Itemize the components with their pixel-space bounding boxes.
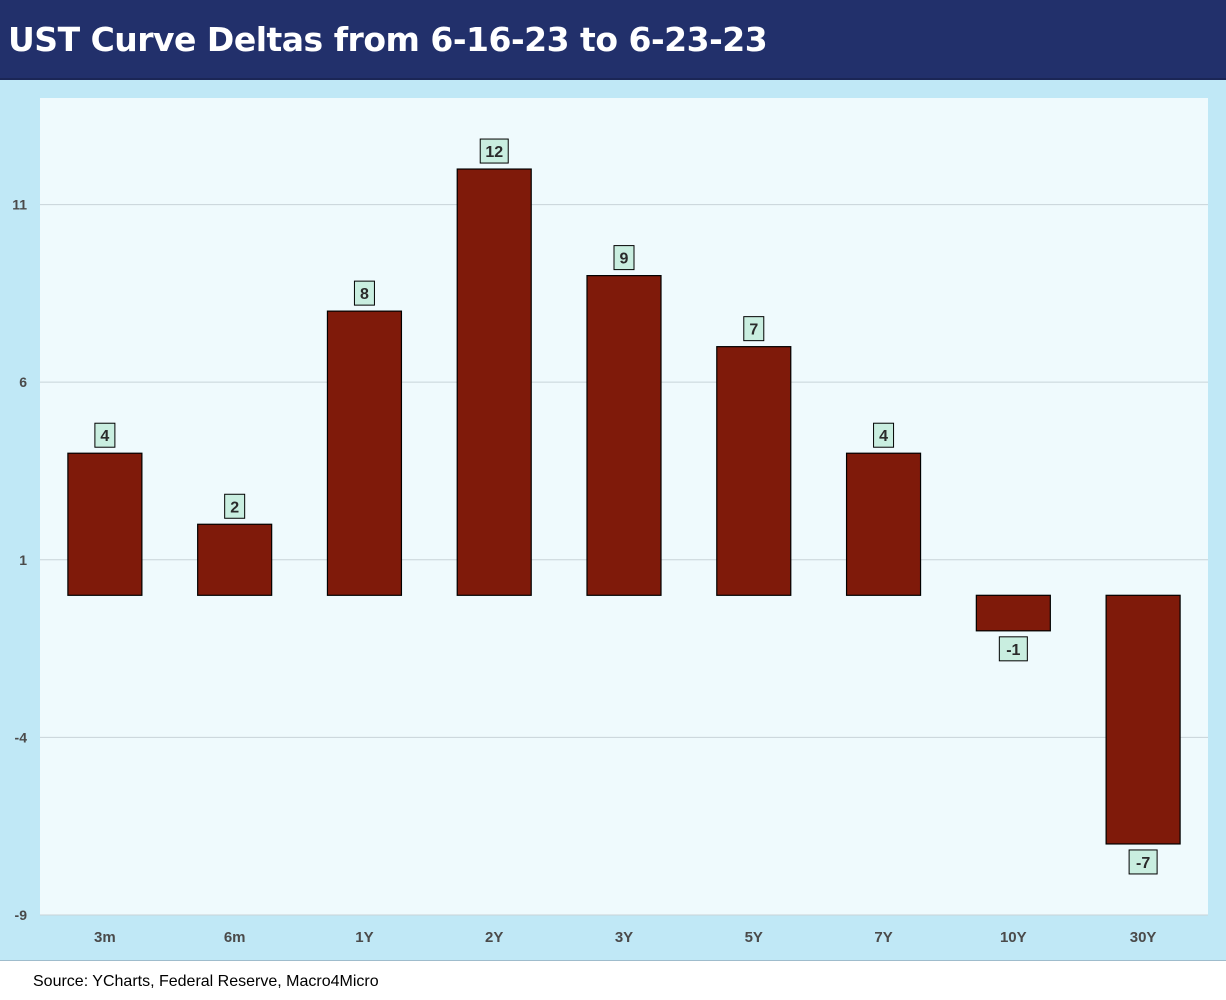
x-tick-label: 3m bbox=[94, 929, 116, 946]
x-tick-label: 2Y bbox=[485, 929, 503, 946]
y-tick-label: 1 bbox=[19, 552, 27, 568]
bar-6m bbox=[197, 523, 273, 596]
data-label-box bbox=[873, 422, 895, 448]
data-label-box bbox=[743, 316, 765, 342]
source-text: Source: YCharts, Federal Reserve, Macro4… bbox=[33, 973, 379, 990]
bar-3m bbox=[67, 452, 143, 596]
x-axis: 3m 6m 1Y 2Y 3Y 5Y 7Y 10Y 30Y bbox=[94, 929, 1156, 946]
data-label-box bbox=[998, 636, 1028, 662]
data-label: 4 bbox=[879, 428, 888, 445]
x-tick-label: 30Y bbox=[1130, 929, 1157, 946]
data-label-box bbox=[353, 280, 375, 306]
x-tick-label: 1Y bbox=[355, 929, 373, 946]
y-tick-label: 11 bbox=[12, 197, 27, 213]
bar-1y bbox=[326, 310, 403, 596]
data-labels: 4 2 8 12 9 7 4 -1 -7 bbox=[94, 138, 1158, 875]
bar-3y bbox=[586, 275, 662, 596]
data-label-box bbox=[224, 493, 246, 519]
data-label: 9 bbox=[620, 251, 629, 268]
x-tick-label: 3Y bbox=[615, 929, 633, 946]
chart-header: UST Curve Deltas from 6-16-23 to 6-23-23 bbox=[0, 0, 1226, 80]
chart-title: UST Curve Deltas from 6-16-23 to 6-23-23 bbox=[8, 20, 768, 59]
x-tick-label: 10Y bbox=[1000, 929, 1027, 946]
bar-30y bbox=[1105, 594, 1181, 845]
source-footer: Source: YCharts, Federal Reserve, Macro4… bbox=[0, 960, 1226, 1000]
y-axis: -9 -4 1 6 11 bbox=[12, 197, 27, 923]
y-tick-label: -4 bbox=[15, 729, 28, 745]
bar-10y bbox=[975, 594, 1051, 632]
data-label-box bbox=[613, 245, 635, 271]
data-label-box bbox=[94, 422, 116, 448]
bars bbox=[67, 168, 1181, 845]
bar-2y bbox=[456, 168, 532, 596]
x-tick-label: 6m bbox=[224, 929, 246, 946]
data-label: 12 bbox=[485, 144, 503, 161]
data-label: -7 bbox=[1136, 855, 1150, 872]
x-tick-label: 7Y bbox=[874, 929, 892, 946]
y-tick-label: 6 bbox=[19, 374, 27, 390]
x-tick-label: 5Y bbox=[745, 929, 763, 946]
data-label-box bbox=[479, 138, 509, 164]
data-label: 2 bbox=[230, 499, 239, 516]
data-label: 7 bbox=[749, 322, 758, 339]
y-tick-label: -9 bbox=[15, 907, 28, 923]
bar-5y bbox=[716, 346, 792, 596]
data-label: 8 bbox=[360, 286, 369, 303]
data-label-box bbox=[1128, 849, 1158, 875]
data-label: 4 bbox=[100, 428, 109, 445]
data-label: -1 bbox=[1006, 642, 1020, 659]
bar-7y bbox=[845, 452, 922, 596]
